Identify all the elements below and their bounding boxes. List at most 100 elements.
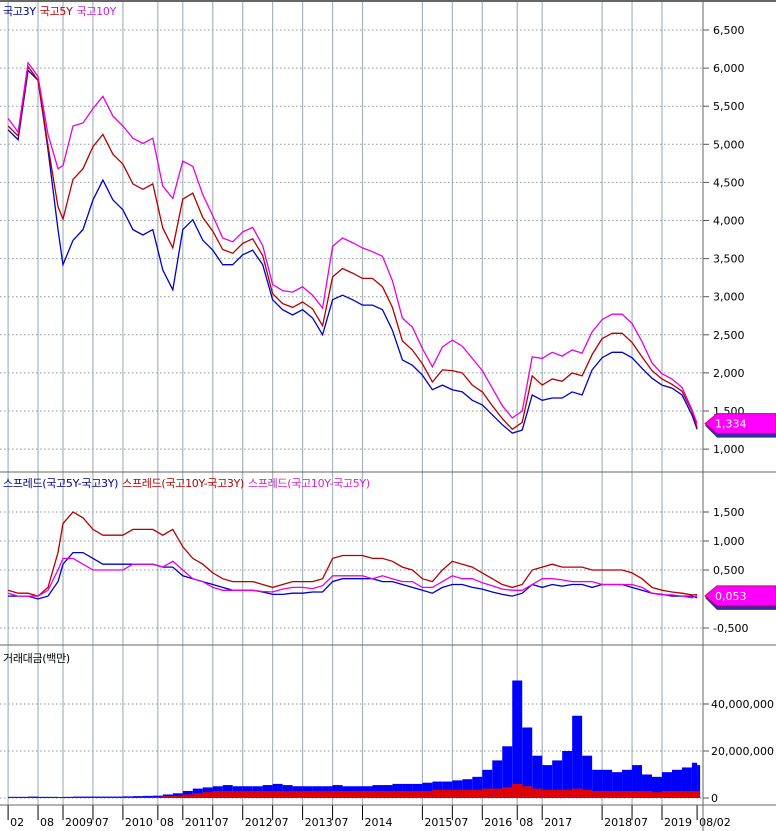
- y-tick-label: 3,500: [713, 253, 745, 266]
- series-line-스프레드(국고5Y-국고3Y): [8, 551, 698, 600]
- volume-bar: [272, 790, 283, 798]
- y-tick-label: 1,500: [713, 506, 745, 519]
- volume-bar: [632, 765, 643, 798]
- volume-bar: [92, 796, 103, 798]
- volume-bar: [28, 796, 39, 798]
- volume-bar: [122, 796, 133, 798]
- volume-bar: [242, 790, 253, 798]
- volume-bar: [142, 795, 153, 798]
- x-tick-label: 2014: [365, 816, 393, 829]
- volume-bar: [482, 769, 493, 798]
- x-tick-label: 2011: [185, 816, 213, 829]
- y-tick-label: -0,500: [713, 622, 748, 635]
- x-tick-label: 07: [634, 816, 648, 829]
- volume-bar: [442, 789, 453, 798]
- y-tick-label: 6,000: [713, 62, 745, 75]
- x-tick-label: 2017: [544, 816, 572, 829]
- y-tick-label: 3,000: [713, 291, 745, 304]
- y-tick-label: 40,000,000: [711, 698, 774, 711]
- y-tick-label: 5,000: [713, 138, 745, 151]
- volume-bar: [472, 789, 483, 798]
- volume-bar: [402, 790, 413, 798]
- volume-bar: [472, 776, 483, 798]
- y-tick-label: 5,500: [713, 100, 745, 113]
- volume-bar: [8, 796, 19, 798]
- spread-panel-legend: 스프레드(국고5Y-국고3Y) 스프레드(국고10Y-국고3Y) 스프레드(국고10…: [3, 475, 374, 491]
- volume-bar: [502, 787, 513, 798]
- volume-bar: [332, 790, 343, 798]
- volume-bar: [602, 790, 613, 798]
- volume-bar: [522, 786, 533, 798]
- last-value-label: 0,053: [715, 590, 747, 603]
- volume-bar: [512, 783, 523, 798]
- volume-bar: [292, 790, 303, 798]
- volume-bar: [652, 776, 662, 798]
- legend-5y: 국고5Y: [39, 5, 73, 18]
- volume-bar: [302, 790, 313, 798]
- volume-bar: [542, 789, 553, 798]
- x-tick-label: 08: [519, 816, 533, 829]
- y-tick-label: 1,000: [713, 535, 745, 548]
- legend-3y: 국고3Y: [3, 5, 36, 18]
- x-tick-label: 2015: [424, 816, 452, 829]
- volume-bar: [691, 762, 698, 798]
- y-tick-label: 2,500: [713, 329, 745, 342]
- volume-bar: [392, 790, 403, 798]
- volume-bar: [202, 792, 213, 798]
- volume-bar: [681, 790, 692, 798]
- last-value-label: 1,334: [715, 418, 747, 431]
- series-line-국고10Y: [7, 61, 698, 424]
- x-tick-label: 07: [215, 816, 229, 829]
- x-tick-label: 08: [160, 816, 174, 829]
- volume-bar: [572, 715, 583, 798]
- volume-bar: [622, 790, 633, 798]
- volume-bar: [38, 796, 49, 798]
- volume-bar: [622, 769, 633, 798]
- volume-bar: [412, 790, 423, 798]
- volume-bar: [462, 779, 473, 798]
- volume-bar: [222, 790, 233, 798]
- volume-bar: [58, 797, 63, 798]
- volume-bar: [132, 796, 143, 798]
- volume-bar: [532, 788, 543, 798]
- volume-bar: [362, 790, 373, 798]
- volume-bar: [162, 796, 173, 798]
- volume-bar: [512, 680, 523, 798]
- volume-bar: [112, 796, 123, 798]
- x-tick-label: 2019: [664, 816, 692, 829]
- x-tick-label: 2018: [604, 816, 632, 829]
- volume-bar: [582, 789, 593, 798]
- volume-bar: [63, 796, 73, 798]
- volume-bar: [671, 769, 682, 798]
- volume-bar: [691, 790, 698, 798]
- volume-bar: [72, 796, 83, 798]
- series-line-국고3Y: [7, 69, 698, 434]
- volume-bar: [342, 790, 353, 798]
- x-tick-label: 07: [335, 816, 349, 829]
- volume-bar: [582, 755, 593, 798]
- series-line-스프레드(국고10Y-국고5Y): [7, 557, 698, 599]
- x-tick-label: 07: [95, 816, 109, 829]
- volume-bar: [422, 790, 433, 798]
- volume-bar: [632, 790, 643, 798]
- volume-bar: [182, 794, 193, 798]
- x-tick-label: 2012: [245, 816, 273, 829]
- volume-bar: [552, 789, 563, 798]
- y-tick-label: 0: [711, 792, 718, 805]
- volume-bar: [532, 755, 543, 798]
- volume-bar: [697, 765, 701, 798]
- volume-bar: [612, 772, 623, 798]
- x-tick-label: 08/02: [699, 816, 731, 829]
- volume-bar: [432, 789, 443, 798]
- series-line-스프레드(국고10Y-국고3Y): [7, 511, 698, 597]
- volume-bar: [422, 782, 433, 798]
- volume-bar: [322, 790, 333, 798]
- volume-bar: [282, 790, 293, 798]
- volume-bar: [522, 727, 533, 798]
- volume-bar: [262, 790, 273, 798]
- volume-bar: [252, 790, 263, 798]
- x-tick-label: 07: [275, 816, 289, 829]
- volume-bar: [671, 790, 682, 798]
